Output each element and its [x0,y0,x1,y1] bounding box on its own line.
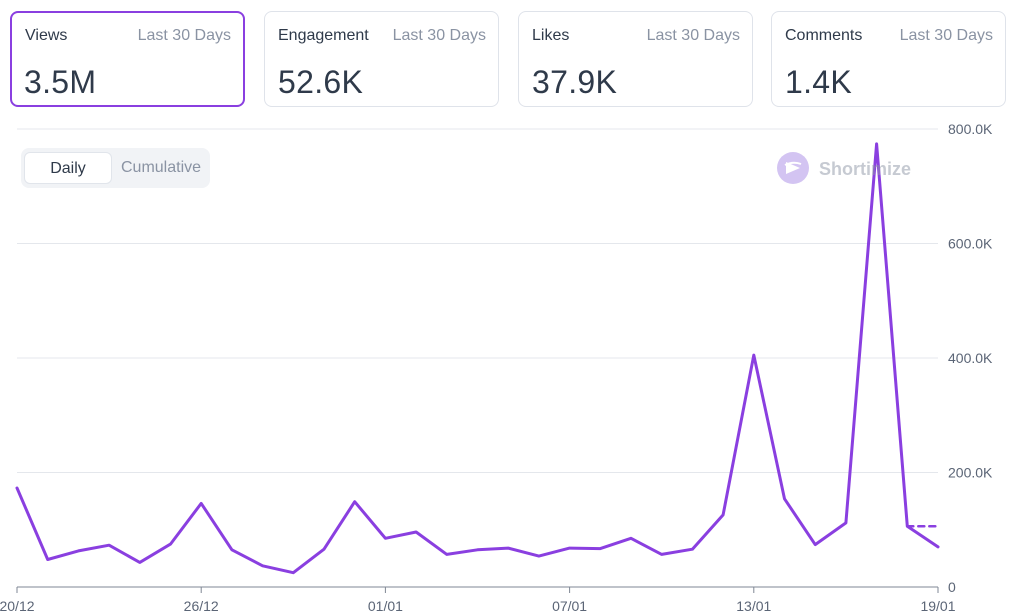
card-label: Comments [785,27,863,44]
card-engagement[interactable]: Engagement Last 30 Days 52.6K [264,11,499,107]
card-period: Last 30 Days [137,27,231,44]
card-label: Likes [532,27,570,44]
card-comments[interactable]: Comments Last 30 Days 1.4K [771,11,1006,107]
views-line [15,142,940,575]
shortimize-logo-icon [777,152,809,184]
y-tick-label: 200.0K [948,465,993,481]
card-label: Engagement [278,27,369,44]
tab-cumulative[interactable]: Cumulative [120,159,202,176]
card-value: 1.4K [785,64,853,100]
brand-name: Shortimize [819,159,912,179]
x-tick-label: 01/01 [368,598,403,614]
card-period: Last 30 Days [646,27,740,44]
stat-cards: Views Last 30 Days 3.5M Engagement Last … [10,11,1014,111]
card-views[interactable]: Views Last 30 Days 3.5M [10,11,245,107]
x-tick-label: 20/12 [0,598,35,614]
y-tick-label: 400.0K [948,350,993,366]
card-period: Last 30 Days [899,27,993,44]
x-tick-label: 13/01 [736,598,771,614]
y-tick-label: 600.0K [948,236,993,252]
card-value: 52.6K [278,64,364,100]
card-label: Views [25,27,68,44]
x-tick-label: 07/01 [552,598,587,614]
card-period: Last 30 Days [392,27,486,44]
x-tick-label: 26/12 [184,598,219,614]
y-tick-label: 800.0K [948,121,993,137]
x-tick-label: 19/01 [920,598,955,614]
card-value: 3.5M [24,64,97,100]
view-mode-toggle: Daily Cumulative [21,148,210,188]
tab-daily[interactable]: Daily [24,152,112,184]
card-value: 37.9K [532,64,618,100]
y-tick-label: 0 [948,579,956,595]
card-likes[interactable]: Likes Last 30 Days 37.9K [518,11,753,107]
